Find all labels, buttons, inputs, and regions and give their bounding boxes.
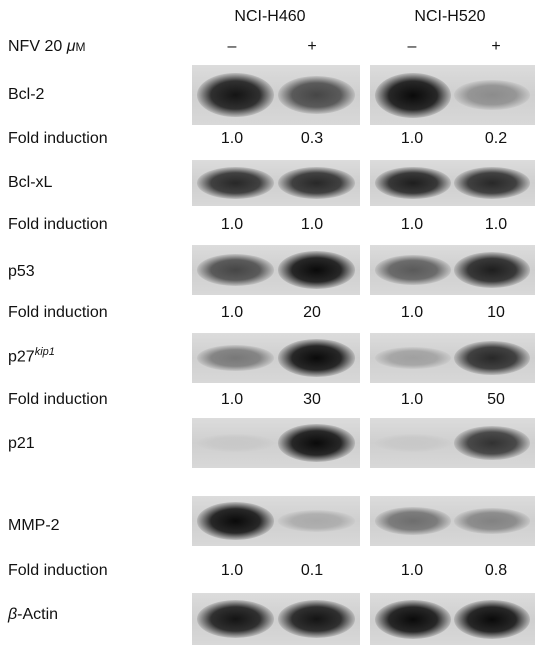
p27-label-text: p27 bbox=[8, 348, 35, 366]
band-p53-lane-4 bbox=[454, 252, 531, 288]
fold-bcl2-4: 0.2 bbox=[484, 130, 508, 147]
blot-panel-bcl2-h520 bbox=[370, 65, 535, 125]
band-actin-lane-2 bbox=[277, 600, 355, 638]
fold-p27-3: 1.0 bbox=[400, 391, 424, 408]
band-bcl2-lane-1 bbox=[197, 73, 275, 117]
band-p27-lane-2 bbox=[277, 339, 355, 377]
blot-panel-p27-h520 bbox=[370, 333, 535, 383]
band-p27-lane-1 bbox=[197, 344, 275, 372]
treatment-unit-mu: μ bbox=[66, 38, 76, 55]
blot-panel-actin-h520 bbox=[370, 593, 535, 645]
fold-bcl2-2: 0.3 bbox=[300, 130, 324, 147]
treatment-drug: NFV 20 bbox=[8, 38, 63, 55]
blot-panel-p27-h460 bbox=[192, 333, 360, 383]
band-bcl2-lane-2 bbox=[277, 76, 355, 114]
blot-panel-bclxl-h460 bbox=[192, 160, 360, 206]
fold-bcl2-1: 1.0 bbox=[220, 130, 244, 147]
blot-panel-bclxl-h520 bbox=[370, 160, 535, 206]
band-mmp2-lane-1 bbox=[197, 502, 275, 540]
blot-panel-mmp2-h520 bbox=[370, 496, 535, 546]
fold-mmp2-1: 1.0 bbox=[220, 562, 244, 579]
lane-sign-4: + bbox=[491, 38, 501, 55]
fold-bclxl-1: 1.0 bbox=[220, 216, 244, 233]
fold-p53-4: 10 bbox=[487, 304, 505, 321]
row-label-actin: β-Actin bbox=[8, 606, 58, 624]
blot-panel-bcl2-h460 bbox=[192, 65, 360, 125]
band-p21-lane-2 bbox=[277, 424, 355, 462]
fold-bclxl-4: 1.0 bbox=[484, 216, 508, 233]
actin-label-text: -Actin bbox=[17, 606, 59, 623]
band-p21-lane-1 bbox=[197, 433, 275, 453]
fold-mmp2-4: 0.8 bbox=[484, 562, 508, 579]
blot-panel-actin-h460 bbox=[192, 593, 360, 645]
band-bclxl-lane-2 bbox=[277, 167, 355, 199]
band-p53-lane-1 bbox=[197, 254, 275, 286]
fold-label-bclxl: Fold induction bbox=[8, 216, 108, 233]
actin-label-greek: β bbox=[8, 606, 18, 623]
fold-label-p53: Fold induction bbox=[8, 304, 108, 321]
band-p21-lane-4 bbox=[454, 426, 531, 460]
fold-label-mmp2: Fold induction bbox=[8, 562, 108, 579]
fold-label-p27: Fold induction bbox=[8, 391, 108, 408]
row-label-p53: p53 bbox=[8, 263, 35, 280]
blot-panel-mmp2-h460 bbox=[192, 496, 360, 546]
fold-p27-1: 1.0 bbox=[220, 391, 244, 408]
band-actin-lane-3 bbox=[374, 599, 451, 639]
cell-line-header-h520: NCI-H520 bbox=[414, 8, 486, 25]
cell-line-header-h460: NCI-H460 bbox=[234, 8, 306, 25]
band-bclxl-lane-4 bbox=[454, 167, 531, 199]
band-mmp2-lane-3 bbox=[374, 507, 451, 535]
blot-panel-p21-h520 bbox=[370, 418, 535, 468]
row-label-mmp2: MMP-2 bbox=[8, 517, 60, 534]
fold-mmp2-2: 0.1 bbox=[300, 562, 324, 579]
fold-p53-1: 1.0 bbox=[220, 304, 244, 321]
fold-p27-4: 50 bbox=[487, 391, 505, 408]
treatment-unit-m: M bbox=[75, 40, 86, 54]
fold-label-bcl2: Fold induction bbox=[8, 130, 108, 147]
band-p21-lane-3 bbox=[374, 433, 451, 453]
lane-sign-2: + bbox=[307, 38, 317, 55]
p27-label-sup: kip1 bbox=[34, 346, 55, 358]
row-label-bcl2: Bcl-2 bbox=[8, 86, 45, 103]
band-p27-lane-4 bbox=[454, 340, 531, 376]
fold-mmp2-3: 1.0 bbox=[400, 562, 424, 579]
fold-bcl2-3: 1.0 bbox=[400, 130, 424, 147]
band-mmp2-lane-2 bbox=[277, 510, 355, 532]
fold-p53-3: 1.0 bbox=[400, 304, 424, 321]
fold-bclxl-3: 1.0 bbox=[400, 216, 424, 233]
band-p27-lane-3 bbox=[374, 346, 451, 370]
band-bclxl-lane-1 bbox=[197, 167, 275, 199]
blot-panel-p53-h460 bbox=[192, 245, 360, 295]
row-label-p27: p27kip1 bbox=[8, 346, 55, 366]
band-bcl2-lane-4 bbox=[454, 80, 531, 110]
blot-panel-p53-h520 bbox=[370, 245, 535, 295]
band-mmp2-lane-4 bbox=[454, 508, 531, 534]
row-label-p21: p21 bbox=[8, 435, 35, 452]
lane-sign-3: – bbox=[407, 38, 417, 55]
band-actin-lane-4 bbox=[454, 599, 531, 639]
fold-p53-2: 20 bbox=[303, 304, 321, 321]
band-bclxl-lane-3 bbox=[374, 166, 451, 200]
row-label-bclxl: Bcl-xL bbox=[8, 174, 53, 191]
band-actin-lane-1 bbox=[197, 600, 275, 638]
band-p53-lane-2 bbox=[277, 251, 355, 289]
band-p53-lane-3 bbox=[374, 255, 451, 285]
fold-p27-2: 30 bbox=[303, 391, 321, 408]
lane-sign-1: – bbox=[227, 38, 237, 55]
treatment-label: NFV 20 μM bbox=[8, 38, 85, 56]
band-bcl2-lane-3 bbox=[374, 72, 451, 118]
fold-bclxl-2: 1.0 bbox=[300, 216, 324, 233]
blot-panel-p21-h460 bbox=[192, 418, 360, 468]
